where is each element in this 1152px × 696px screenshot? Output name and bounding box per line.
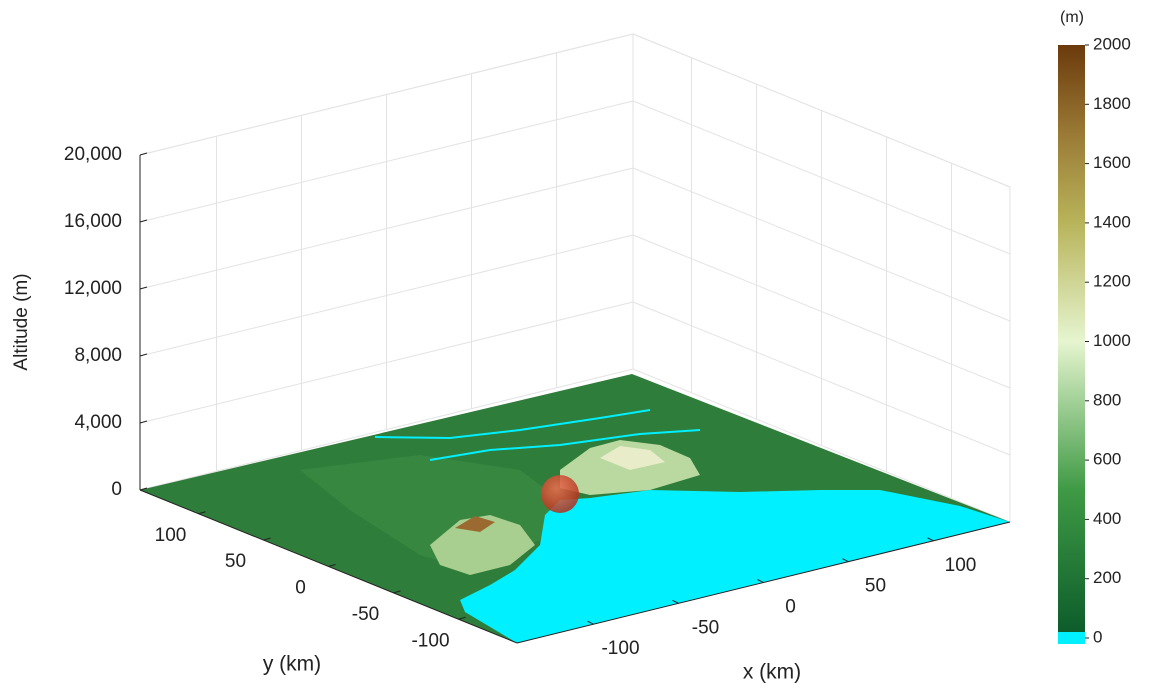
colorbar-tick-label: 1000 <box>1093 331 1131 350</box>
z-tick-label: 12,000 <box>64 278 122 299</box>
x-tick <box>672 599 679 604</box>
z-tick <box>139 487 148 491</box>
colorbar-label: (m) <box>1060 9 1084 26</box>
x-tick <box>587 620 594 625</box>
mountain-peaks <box>455 516 495 532</box>
grid-line <box>632 167 1011 322</box>
grid-line <box>139 368 634 491</box>
x-tick-label: 50 <box>865 576 886 597</box>
grid-line <box>632 33 1011 188</box>
river <box>374 409 651 440</box>
colorbar-tick-label: 1800 <box>1093 94 1131 113</box>
grid-line <box>139 234 634 357</box>
sea <box>460 490 1010 643</box>
x-tick <box>757 579 764 583</box>
mountain-peaks <box>600 446 665 470</box>
z-tick <box>139 286 148 290</box>
x-axis-label: x (km) <box>743 661 801 684</box>
z-tick-label: 20,000 <box>64 144 122 165</box>
colorbar-tick-label: 600 <box>1093 450 1121 469</box>
z-tick-label: 0 <box>111 479 122 500</box>
colorbar-tick-label: 2000 <box>1093 34 1131 53</box>
grid-line <box>632 368 1011 523</box>
y-tick-label: 100 <box>155 525 187 546</box>
y-tick-label: 50 <box>225 551 246 572</box>
grid-line <box>139 301 634 424</box>
colorbar-tick-label: 0 <box>1093 627 1102 646</box>
z-axis-label: Altitude (m) <box>11 273 32 370</box>
colorbar <box>1058 45 1085 638</box>
y-tick <box>458 616 466 620</box>
z-tick <box>139 353 148 357</box>
y-axis-label: y (km) <box>263 653 321 676</box>
y-tick-label: -100 <box>411 630 449 651</box>
axes: 0 4,000 8,000 12,000 16,000 20,000 -100 -50 0 50 1… <box>64 144 1011 659</box>
colorbar-tick-label: 1600 <box>1093 153 1131 172</box>
z-tick-label: 8,000 <box>74 345 122 366</box>
grid-line <box>632 301 1011 456</box>
z-tick <box>139 219 148 223</box>
colorbar-tick-label: 1200 <box>1093 272 1131 291</box>
grid-line <box>139 100 634 223</box>
grid-layer <box>139 33 1011 523</box>
x-tick <box>927 537 934 542</box>
y-tick <box>393 590 401 594</box>
y-tick <box>198 511 206 515</box>
y-tick <box>263 537 271 541</box>
y-tick-label: -50 <box>352 604 379 625</box>
z-tick-label: 4,000 <box>74 412 122 433</box>
colorbar-tick-label: 800 <box>1093 390 1121 409</box>
grid-line <box>139 33 634 156</box>
x-tick-label: -100 <box>601 638 639 659</box>
x-tick-label: 0 <box>785 597 796 618</box>
colorbar-tick-label: 400 <box>1093 509 1121 528</box>
x-tick-label: -50 <box>692 617 719 638</box>
colorbar-tick-label: 1400 <box>1093 212 1131 231</box>
z-tick <box>139 420 148 424</box>
x-tick-label: 100 <box>945 555 977 576</box>
y-tick <box>328 564 336 567</box>
z-tick <box>139 152 148 156</box>
grid-line <box>139 167 634 290</box>
grid-line <box>632 234 1011 389</box>
mountains <box>430 515 535 575</box>
terrain <box>140 374 1010 643</box>
marker-sphere <box>541 475 579 513</box>
colorbar-zero <box>1058 632 1085 644</box>
river <box>429 429 701 461</box>
colorbar-tick-label: 200 <box>1093 568 1121 587</box>
x-tick <box>842 558 849 563</box>
grid-line <box>632 100 1011 255</box>
y-tick-label: 0 <box>295 578 306 599</box>
z-tick-label: 16,000 <box>64 211 122 232</box>
